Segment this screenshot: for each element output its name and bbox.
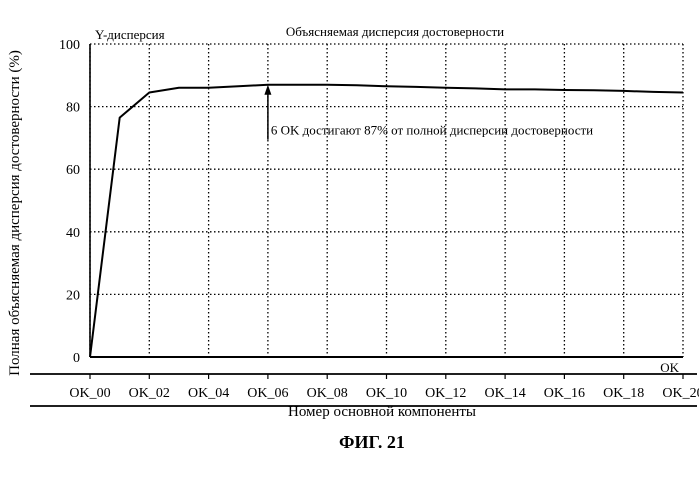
x-tick-label: OK_18 <box>603 386 644 401</box>
x-tick-label: OK_08 <box>307 386 348 401</box>
x-tick-label: OK_04 <box>188 386 229 401</box>
y-variance-line <box>89 83 684 358</box>
x-tick-label: OK_00 <box>69 386 110 401</box>
annotation-arrow-head <box>264 84 272 95</box>
x-tick-label: OK_02 <box>129 386 170 401</box>
x-tick-label: OK_16 <box>544 386 585 401</box>
x-axis-title: Номер основной компоненты <box>288 404 476 420</box>
y-tick-label: 100 <box>59 38 80 53</box>
annotation-group: 6 OK достигают 87% от полной дисперсии д… <box>264 84 593 140</box>
y-tick-label: 40 <box>66 226 80 241</box>
x-tick-labels: OK_00 OK_02 OK_04 OK_06 OK_08 OK_10 OK_12 OK_14… <box>69 374 699 401</box>
x-end-label: OK <box>660 360 679 375</box>
y-tick-label: 0 <box>73 351 80 366</box>
y-tick-label: 20 <box>66 288 80 303</box>
y-tick-labels: 0 20 40 60 80 100 <box>59 38 80 366</box>
x-axis-strip <box>30 373 697 407</box>
y-tick-label: 80 <box>66 101 80 116</box>
y-axis-title: Полная объясняемая дисперсия достовернос… <box>7 50 23 376</box>
x-tick-label: OK_10 <box>366 386 407 401</box>
series-label: Y-дисперсия <box>95 27 165 42</box>
x-tick-label: OK_12 <box>425 386 466 401</box>
chart-title: Объясняемая дисперсия достоверности <box>286 24 504 39</box>
x-tick-label: OK_20 <box>662 386 699 401</box>
series-lines <box>89 83 684 358</box>
x-tick-label: OK_06 <box>247 386 288 401</box>
y-tick-label: 60 <box>66 163 80 178</box>
figure-caption: ФИГ. 21 <box>339 432 405 452</box>
x-tick-label: OK_14 <box>484 386 525 401</box>
annotation-text: 6 OK достигают 87% от полной дисперсии д… <box>271 123 593 138</box>
